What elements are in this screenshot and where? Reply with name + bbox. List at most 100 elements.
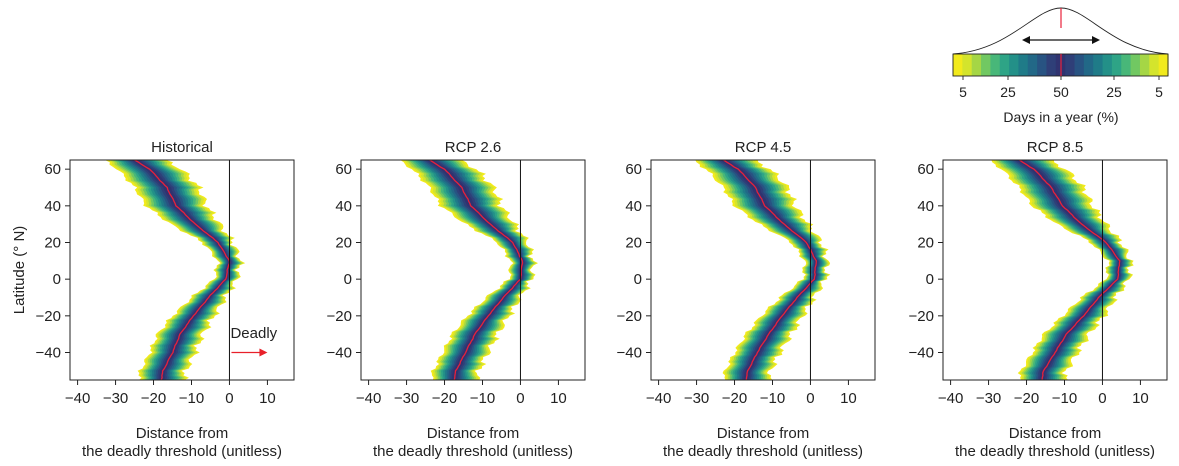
y-tick-label: 0	[926, 271, 934, 288]
band-11	[131, 160, 231, 380]
x-axis-label-line1: Distance from	[136, 425, 229, 442]
distribution-bands	[991, 160, 1134, 380]
colorbar-cell	[1018, 54, 1029, 76]
x-tick-label: 0	[516, 390, 524, 407]
x-tick-label: −10	[470, 390, 495, 407]
y-tick-label: −40	[36, 345, 61, 362]
x-tick-label: −20	[1014, 390, 1039, 407]
colorbar-cell	[1158, 54, 1169, 76]
band-1	[993, 160, 1133, 380]
y-tick-label: 40	[917, 198, 934, 215]
colorbar-cell	[1009, 54, 1020, 76]
deadly-arrow-head	[259, 348, 268, 357]
x-tick-label: −40	[938, 390, 963, 407]
colorbar-cell	[1121, 54, 1132, 76]
distribution-bands	[400, 160, 538, 380]
y-tick-label: 40	[44, 198, 61, 215]
plot-frame	[942, 159, 1168, 381]
x-tick-label: −30	[976, 390, 1001, 407]
x-tick-label: 10	[550, 390, 567, 407]
colorbar-cell	[962, 54, 973, 76]
band-2	[405, 160, 536, 380]
y-tick-label: −40	[327, 345, 352, 362]
colorbar-cells	[953, 54, 1169, 76]
colorbar-cell	[1046, 54, 1057, 76]
y-tick-label: −40	[909, 345, 934, 362]
spread-arrow	[1022, 36, 1100, 44]
x-tick-label: 10	[259, 390, 276, 407]
y-tick-label: 60	[44, 161, 61, 178]
colorbar-tick-label: 25	[1000, 84, 1016, 100]
chart-panel: −40 −20 0 20 40 60 −40 −30 −20 −10 0 10 Historical Di…	[11, 139, 295, 460]
x-axis-label-line1: Distance from	[1009, 425, 1102, 442]
x-tick-label: 0	[225, 390, 233, 407]
y-tick-label: 60	[917, 161, 934, 178]
colorbar-cell	[1083, 54, 1094, 76]
colorbar-cell	[1139, 54, 1150, 76]
y-tick-label: 20	[44, 235, 61, 252]
plot-frame	[650, 159, 876, 381]
colorbar-ticks: 5 25 50 25 5	[959, 76, 1163, 100]
colorbar-cell	[971, 54, 982, 76]
x-tick-label: −20	[141, 390, 166, 407]
x-axis-label-line1: Distance from	[427, 425, 520, 442]
colorbar-cell	[1093, 54, 1104, 76]
x-axis-label-line1: Distance from	[717, 425, 810, 442]
deadly-annotation: Deadly	[230, 325, 277, 342]
chart-panel: −40 −20 0 20 40 60 −40 −30 −20 −10 0 10 RCP 2.6 Dista…	[327, 139, 586, 460]
colorbar-cell	[1102, 54, 1113, 76]
y-tick-label: 0	[344, 271, 352, 288]
colorbar-cell	[953, 54, 963, 76]
band-0	[104, 160, 246, 380]
band-11	[719, 160, 818, 380]
panel-title: Historical	[151, 139, 213, 156]
colorbar-cell	[1027, 54, 1038, 76]
colorbar-cell	[990, 54, 1001, 76]
y-tick-label: −40	[617, 345, 642, 362]
x-tick-label: −40	[65, 390, 90, 407]
x-tick-label: −40	[646, 390, 671, 407]
plot-frame	[360, 159, 586, 381]
x-tick-label: 10	[840, 390, 857, 407]
plot-frame	[69, 159, 295, 381]
colorbar-legend: 5 25 50 25 5 Days in a year (%)	[952, 7, 1169, 125]
colorbar-cell	[1130, 54, 1141, 76]
y-tick-label: 40	[335, 198, 352, 215]
median-line	[134, 160, 231, 380]
colorbar-label: Days in a year (%)	[1003, 109, 1118, 125]
panel-title: RCP 4.5	[735, 139, 791, 156]
x-axis-label-line2: the deadly threshold (unitless)	[82, 443, 282, 460]
y-axis-label: Latitude (° N)	[11, 226, 28, 315]
median-line	[429, 160, 524, 380]
x-tick-label: 10	[1132, 390, 1149, 407]
x-tick-label: 0	[1098, 390, 1106, 407]
median-line	[723, 160, 817, 380]
band-11	[425, 160, 524, 380]
panels: −40 −20 0 20 40 60 −40 −30 −20 −10 0 10 Historical Di…	[11, 139, 1168, 460]
x-tick-label: −10	[179, 390, 204, 407]
colorbar-tick-label: 50	[1053, 84, 1069, 100]
chart-panel: −40 −20 0 20 40 60 −40 −30 −20 −10 0 10 RCP 4.5 Dista…	[617, 139, 876, 460]
y-tick-label: 60	[625, 161, 642, 178]
colorbar-tick-label: 25	[1106, 84, 1122, 100]
y-tick-label: 0	[634, 271, 642, 288]
x-tick-label: −30	[394, 390, 419, 407]
y-tick-label: −20	[327, 308, 352, 325]
y-tick-label: 60	[335, 161, 352, 178]
y-tick-label: −20	[36, 308, 61, 325]
panel-title: RCP 2.6	[445, 139, 501, 156]
x-axis-label-line2: the deadly threshold (unitless)	[663, 443, 863, 460]
x-tick-label: −10	[760, 390, 785, 407]
y-tick-label: 0	[53, 271, 61, 288]
band-3	[701, 160, 827, 380]
colorbar-tick-label: 5	[959, 84, 967, 100]
y-tick-label: 20	[917, 235, 934, 252]
x-axis-label-line2: the deadly threshold (unitless)	[373, 443, 573, 460]
x-tick-label: −40	[356, 390, 381, 407]
colorbar-cell	[1111, 54, 1122, 76]
median-line	[1019, 160, 1121, 380]
y-tick-label: 20	[335, 235, 352, 252]
x-tick-label: −30	[103, 390, 128, 407]
panel-title: RCP 8.5	[1027, 139, 1083, 156]
